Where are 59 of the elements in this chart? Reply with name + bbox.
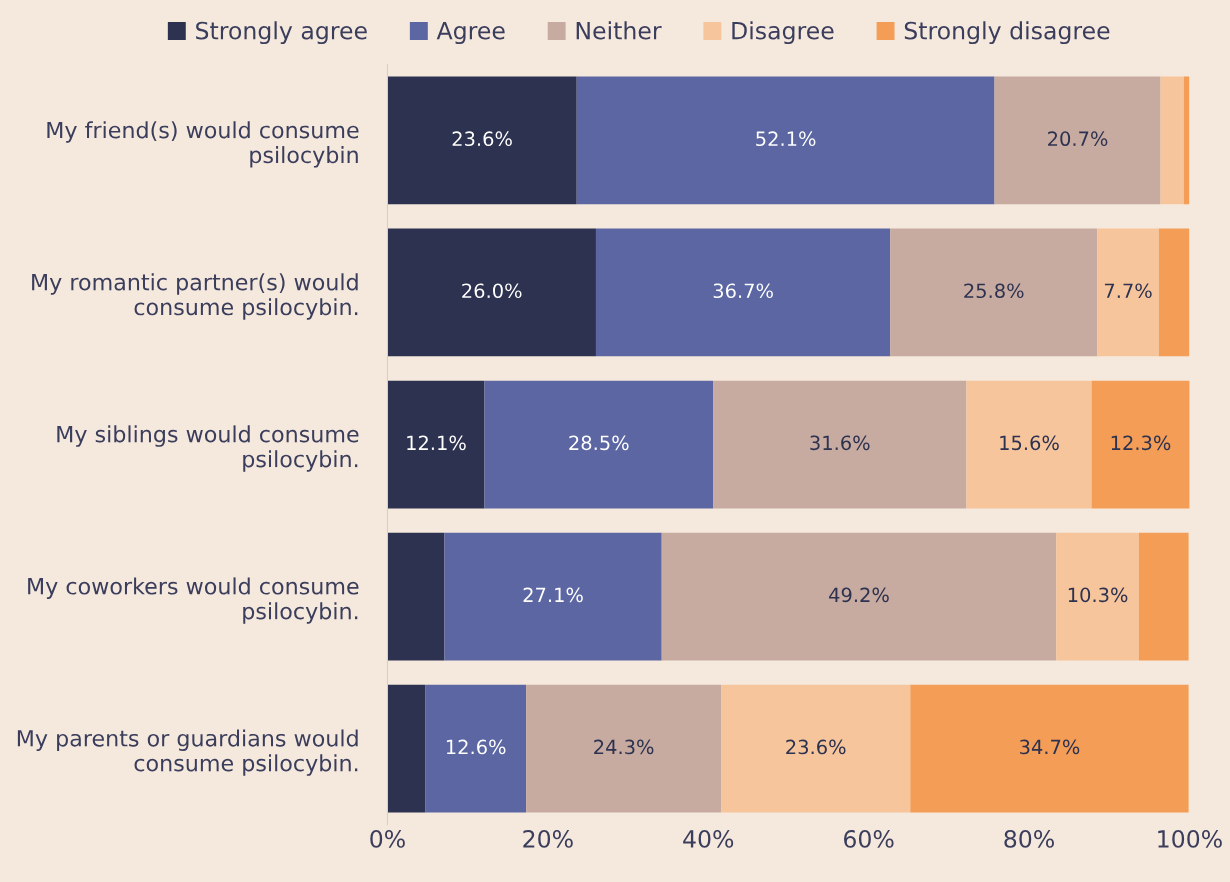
data-label: 12.1% [407, 435, 466, 451]
bar [1097, 228, 1159, 357]
bar [387, 532, 445, 661]
bar [595, 228, 891, 357]
data-label: 34.7% [1020, 739, 1080, 755]
bar [1091, 380, 1190, 509]
y-tick-label: My coworkers would consume psilocybin. [28, 577, 359, 624]
bar [1158, 228, 1190, 357]
x-tick-label: 80% [1004, 829, 1054, 848]
x-tick-label: 0% [370, 829, 405, 848]
bar [387, 684, 426, 813]
bar [1056, 532, 1139, 661]
bar [966, 380, 1092, 509]
data-label: 49.2% [829, 587, 889, 603]
legend-label: Strongly agree [196, 21, 367, 45]
data-label: 25.8% [964, 283, 1024, 299]
data-label: 10.3% [1068, 587, 1128, 603]
x-tick-label: 40% [683, 829, 734, 848]
bar [713, 380, 967, 509]
bar [890, 228, 1098, 357]
bar [387, 380, 485, 509]
bar [526, 684, 722, 813]
bar [1138, 532, 1189, 661]
data-label: 27.1% [523, 587, 583, 603]
bar [444, 532, 662, 661]
y-tick-label: My romantic partner(s) would consume psilocybin. [32, 273, 358, 320]
legend-label: Neither [576, 21, 662, 40]
x-tick-label: 60% [844, 829, 894, 848]
data-label: 20.7% [1048, 131, 1108, 147]
data-label: 23.6% [452, 131, 512, 147]
bar [425, 684, 527, 813]
bar [387, 228, 596, 357]
bar [994, 76, 1161, 205]
data-label: 31.6% [810, 435, 870, 451]
data-label: 7.7% [1104, 283, 1152, 299]
data-label: 15.6% [1000, 435, 1059, 451]
bar [387, 76, 577, 205]
bar [484, 380, 714, 509]
bar [576, 76, 995, 205]
data-label: 23.6% [786, 739, 846, 755]
bar [721, 684, 911, 813]
data-label: 52.1% [756, 131, 816, 147]
bar [1160, 76, 1184, 205]
data-label: 36.7% [713, 283, 773, 299]
y-tick-label: My siblings would consume psilocybin. [57, 425, 359, 472]
bar [910, 684, 1189, 813]
legend-label: Disagree [732, 21, 834, 45]
data-label: 26.0% [462, 283, 522, 299]
y-tick-label: My parents or guardians would consume psilocybin. [17, 729, 358, 776]
data-label: 12.6% [446, 739, 506, 755]
data-label: 28.5% [569, 435, 629, 451]
x-tick-label: 100% [1158, 829, 1222, 848]
legend-label: Strongly disagree [904, 21, 1110, 45]
legend-label: Agree [436, 21, 505, 45]
bar [661, 532, 1057, 661]
data-label: 12.3% [1111, 435, 1171, 451]
data-label: 24.3% [594, 739, 654, 755]
x-tick-label: 20% [523, 829, 573, 848]
y-tick-label: My friend(s) would consume psilocybin [47, 121, 359, 168]
